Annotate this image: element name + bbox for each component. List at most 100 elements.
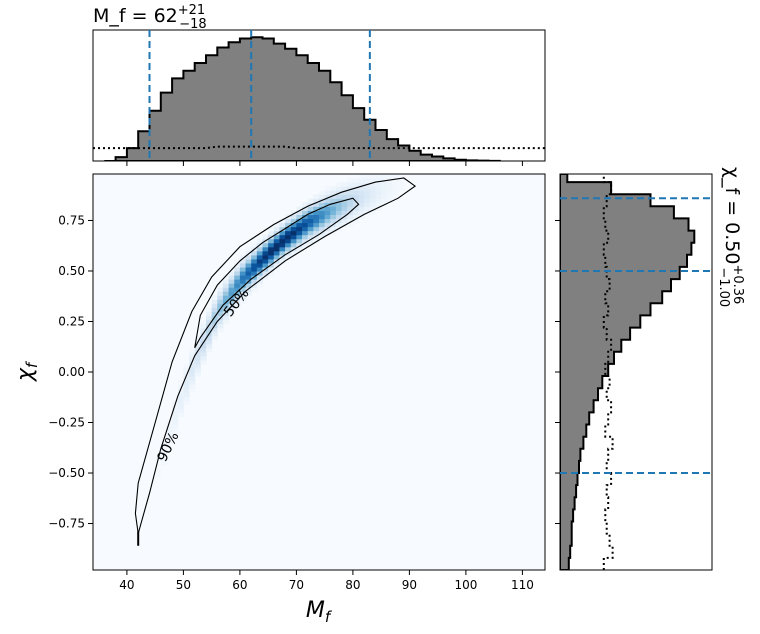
heatmap: [155, 174, 405, 478]
heatmap-cell: [296, 210, 303, 216]
heatmap-cell: [273, 230, 281, 236]
heatmap-cell: [228, 311, 235, 317]
heatmap-cell: [341, 186, 348, 191]
heatmap-cell: [324, 186, 331, 191]
heatmap-cell: [177, 408, 184, 414]
heatmap-cell: [347, 190, 354, 195]
heatmap-cell: [335, 202, 343, 207]
heatmap-cell: [358, 186, 365, 191]
x-tick-label: 70: [289, 578, 304, 592]
heatmap-cell: [251, 270, 258, 276]
heatmap-cell: [290, 238, 297, 244]
heatmap-cell: [313, 234, 320, 240]
heatmap-cell: [166, 432, 173, 438]
heatmap-cell: [358, 214, 365, 220]
contour-50pct: [194, 197, 360, 349]
heatmap-cell: [183, 363, 190, 369]
heatmap-cell: [160, 448, 168, 454]
heatmap-cell: [200, 335, 207, 341]
heatmap-cell: [302, 230, 309, 236]
heatmap-cell: [296, 234, 303, 240]
top-title-sup: +21: [178, 3, 205, 18]
right-posterior-histogram: [560, 174, 696, 570]
right-histogram: [560, 174, 696, 570]
heatmap-cell: [206, 347, 213, 353]
heatmap-cell: [307, 206, 314, 211]
heatmap-cell: [302, 214, 309, 220]
heatmap-cell: [290, 226, 297, 232]
x-axis-title: Mf: [306, 598, 333, 626]
heatmap-cell: [392, 182, 399, 187]
heatmap-cell: [256, 266, 264, 272]
right-title-sub: −1.00: [716, 267, 731, 307]
heatmap-cell: [166, 440, 173, 446]
heatmap-cell: [290, 230, 297, 236]
heatmap-cell: [273, 242, 281, 248]
heatmap-cell: [364, 202, 371, 207]
heatmap-cell: [177, 412, 184, 418]
heatmap-cell: [239, 299, 247, 304]
heatmap-cell: [239, 283, 247, 288]
heatmap-cell: [313, 202, 320, 207]
heatmap-cell: [234, 299, 241, 304]
heatmap-cell: [352, 194, 360, 199]
heatmap-cell: [200, 343, 207, 349]
heatmap-cell: [160, 460, 168, 466]
heatmap-cell: [256, 254, 264, 260]
heatmap-cell: [245, 283, 252, 288]
right-marginal-title: χ_f = 0.50+0.36−1.00: [716, 167, 745, 307]
heatmap-cell: [160, 456, 168, 462]
x-tick-label: 100: [454, 578, 477, 592]
heatmap-cell: [268, 230, 275, 236]
heatmap-cell: [381, 174, 388, 179]
heatmap-cell: [392, 178, 399, 183]
heatmap-cell: [222, 307, 230, 312]
x-tick-label: 110: [511, 578, 534, 592]
heatmap-cell: [245, 246, 252, 252]
heatmap-cell: [172, 420, 179, 426]
heatmap-cell: [177, 404, 184, 409]
heatmap-cell: [352, 214, 360, 220]
heatmap-cell: [352, 202, 360, 207]
heatmap-cell: [211, 335, 218, 341]
heatmap-cell: [177, 400, 184, 405]
heatmap-cell: [217, 323, 224, 329]
contour-90pct: [134, 177, 417, 534]
heatmap-cell: [234, 287, 241, 292]
heatmap-cell: [234, 266, 241, 272]
heatmap-cell: [222, 311, 230, 317]
heatmap-cell: [290, 222, 297, 228]
heatmap-cell: [307, 214, 314, 220]
heatmap-cell: [200, 319, 207, 325]
heatmap-cell: [194, 363, 201, 369]
x-tick-label: 50: [176, 578, 191, 592]
heatmap-cell: [228, 283, 235, 288]
heatmap-cell: [324, 218, 331, 224]
heatmap-cell: [324, 230, 331, 236]
heatmap-cell: [172, 408, 179, 414]
x-axis: 40 50 60 70 80 90 100 110: [119, 570, 534, 592]
heatmap-cell: [183, 384, 190, 389]
heatmap-cell: [307, 238, 314, 244]
heatmap-cell: [200, 355, 207, 361]
heatmap-cell: [347, 214, 354, 220]
heatmap-cell: [319, 234, 326, 240]
heatmap-cell: [160, 440, 168, 446]
heatmap-cell: [398, 182, 405, 187]
heatmap-cell: [206, 327, 213, 333]
heatmap-cell: [177, 392, 184, 397]
heatmap-cell: [200, 323, 207, 329]
y-tick-label: 0.00: [58, 365, 85, 379]
top-title-sub: −18: [179, 17, 206, 32]
heatmap-cell: [256, 246, 264, 252]
top-frame: [92, 29, 546, 162]
heatmap-cell: [369, 194, 377, 199]
heatmap-cell: [177, 396, 184, 401]
heatmap-cell: [222, 279, 230, 284]
heatmap-cell: [375, 206, 382, 211]
heatmap-cell: [217, 311, 224, 317]
heatmap-cell: [273, 222, 281, 228]
heatmap-cell: [285, 238, 292, 244]
heatmap-cell: [234, 279, 241, 284]
heatmap-cell: [285, 242, 292, 248]
